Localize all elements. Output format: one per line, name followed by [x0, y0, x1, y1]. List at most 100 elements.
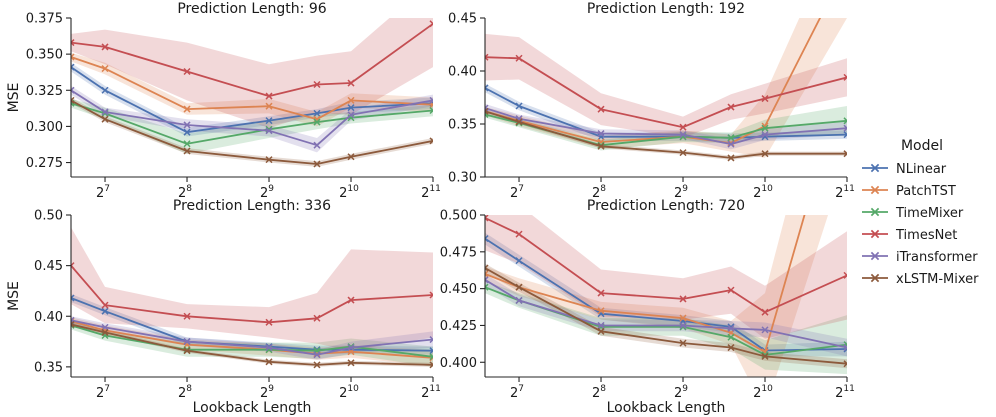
point-itransformer — [429, 336, 433, 344]
point-xlstm-mixer — [761, 352, 769, 360]
point-timesnet — [761, 95, 769, 103]
legend-entry-timesnet: TimesNet — [862, 228, 957, 243]
y-tick-label: 0.300 — [26, 120, 63, 135]
band-patchtst — [71, 317, 433, 366]
band-timesnet — [485, 33, 847, 138]
point-itransformer — [347, 111, 355, 119]
point-timesnet — [313, 314, 321, 322]
point-nlinear — [101, 307, 109, 315]
panel-title: Prediction Length: 336 — [173, 198, 331, 214]
point-nlinear — [101, 86, 109, 94]
point-itransformer — [265, 344, 273, 352]
point-xlstm-mixer — [71, 96, 75, 104]
y-axis-label: MSE — [6, 281, 22, 311]
point-itransformer — [313, 351, 321, 359]
point-itransformer — [843, 124, 847, 132]
legend-entry-xlstm-mixer: xLSTM-Mixer — [862, 272, 979, 287]
point-xlstm-mixer — [265, 358, 273, 366]
y-tick-label: 0.45 — [448, 12, 477, 27]
x-tick-label: 28 — [592, 184, 606, 201]
y-tick-label: 0.325 — [26, 84, 63, 99]
point-xlstm-mixer — [727, 154, 735, 162]
point-timemixer — [183, 140, 191, 148]
point-xlstm-mixer — [679, 149, 687, 157]
legend-entry-timemixer: TimeMixer — [862, 206, 964, 221]
point-xlstm-mixer — [183, 147, 191, 155]
point-timesnet — [429, 291, 433, 299]
point-timesnet — [71, 39, 75, 47]
legend-marker-xlstm-mixer — [870, 273, 880, 283]
panel-720: Prediction Length: 720 0.400 0.425 0.450 0.4… — [440, 198, 855, 416]
x-axis-label: Lookback Length — [607, 400, 726, 416]
band-xlstm-mixer — [485, 109, 847, 160]
x-tick-label: 211 — [421, 184, 441, 201]
x-tick-label: 27 — [510, 184, 524, 201]
point-itransformer — [485, 276, 489, 284]
point-patchtst — [101, 65, 109, 73]
point-xlstm-mixer — [679, 339, 687, 347]
point-xlstm-mixer — [429, 361, 433, 369]
band-nlinear — [71, 294, 433, 355]
point-itransformer — [597, 321, 605, 329]
legend-label-nlinear: NLinear — [896, 162, 947, 177]
x-tick-label: 210 — [753, 384, 773, 401]
point-itransformer — [429, 96, 433, 104]
point-nlinear — [429, 347, 433, 355]
point-timesnet — [313, 80, 321, 89]
point-xlstm-mixer — [761, 150, 769, 158]
point-itransformer — [727, 140, 735, 148]
point-xlstm-mixer — [843, 150, 847, 158]
point-patchtst — [71, 53, 75, 61]
point-xlstm-mixer — [265, 156, 273, 164]
point-timesnet — [843, 271, 847, 279]
point-nlinear — [265, 117, 273, 125]
x-tick-label: 28 — [178, 184, 192, 201]
y-tick-label: 0.40 — [34, 310, 63, 325]
x-tick-label: 29 — [674, 184, 688, 201]
point-xlstm-mixer — [485, 107, 489, 115]
point-patchtst — [347, 96, 355, 104]
panel-title: Prediction Length: 96 — [177, 1, 326, 17]
point-xlstm-mixer — [313, 160, 321, 168]
x-tick-label: 29 — [674, 384, 688, 401]
point-nlinear — [843, 131, 847, 139]
y-tick-label: 0.40 — [448, 65, 477, 80]
x-tick-label: 210 — [753, 184, 773, 201]
x-tick-label: 211 — [835, 384, 855, 401]
point-xlstm-mixer — [515, 118, 523, 126]
point-timemixer — [761, 124, 769, 132]
point-itransformer — [761, 131, 769, 139]
point-timesnet — [679, 295, 687, 303]
x-tick-label: 28 — [178, 384, 192, 401]
point-itransformer — [71, 86, 75, 94]
y-tick-label: 0.50 — [34, 209, 63, 224]
point-timemixer — [429, 106, 433, 115]
plot-area — [71, 18, 433, 168]
x-tick-label: 29 — [260, 184, 274, 201]
x-tick-label: 210 — [339, 184, 359, 201]
legend-entry-patchtst: PatchTST — [862, 184, 956, 199]
point-patchtst — [183, 105, 191, 113]
legend-title: Model — [901, 138, 943, 154]
band-xlstm-mixer — [71, 322, 433, 367]
point-nlinear — [485, 235, 489, 243]
point-timesnet — [727, 286, 735, 294]
legend-entry-nlinear: NLinear — [862, 162, 947, 177]
x-axis-label: Lookback Length — [193, 400, 312, 416]
point-xlstm-mixer — [101, 328, 109, 336]
point-itransformer — [843, 344, 847, 352]
legend-label-timesnet: TimesNet — [895, 228, 957, 243]
point-timesnet — [347, 79, 355, 87]
legend-entry-itransformer: iTransformer — [862, 250, 978, 265]
point-patchtst — [265, 102, 273, 110]
panel-336: Prediction Length: 336 0.35 0.40 0.45 0.50 27… — [6, 198, 441, 416]
point-timemixer — [485, 283, 489, 291]
legend-marker-itransformer — [870, 251, 880, 261]
point-timesnet — [101, 43, 109, 51]
legend-marker-nlinear — [870, 163, 880, 173]
legend-marker-patchtst — [870, 185, 880, 195]
panel-96: Prediction Length: 96 0.275 0.300 0.325 0.35… — [6, 1, 441, 201]
point-nlinear — [515, 257, 523, 265]
point-xlstm-mixer — [597, 327, 605, 335]
y-tick-label: 0.275 — [26, 156, 63, 171]
